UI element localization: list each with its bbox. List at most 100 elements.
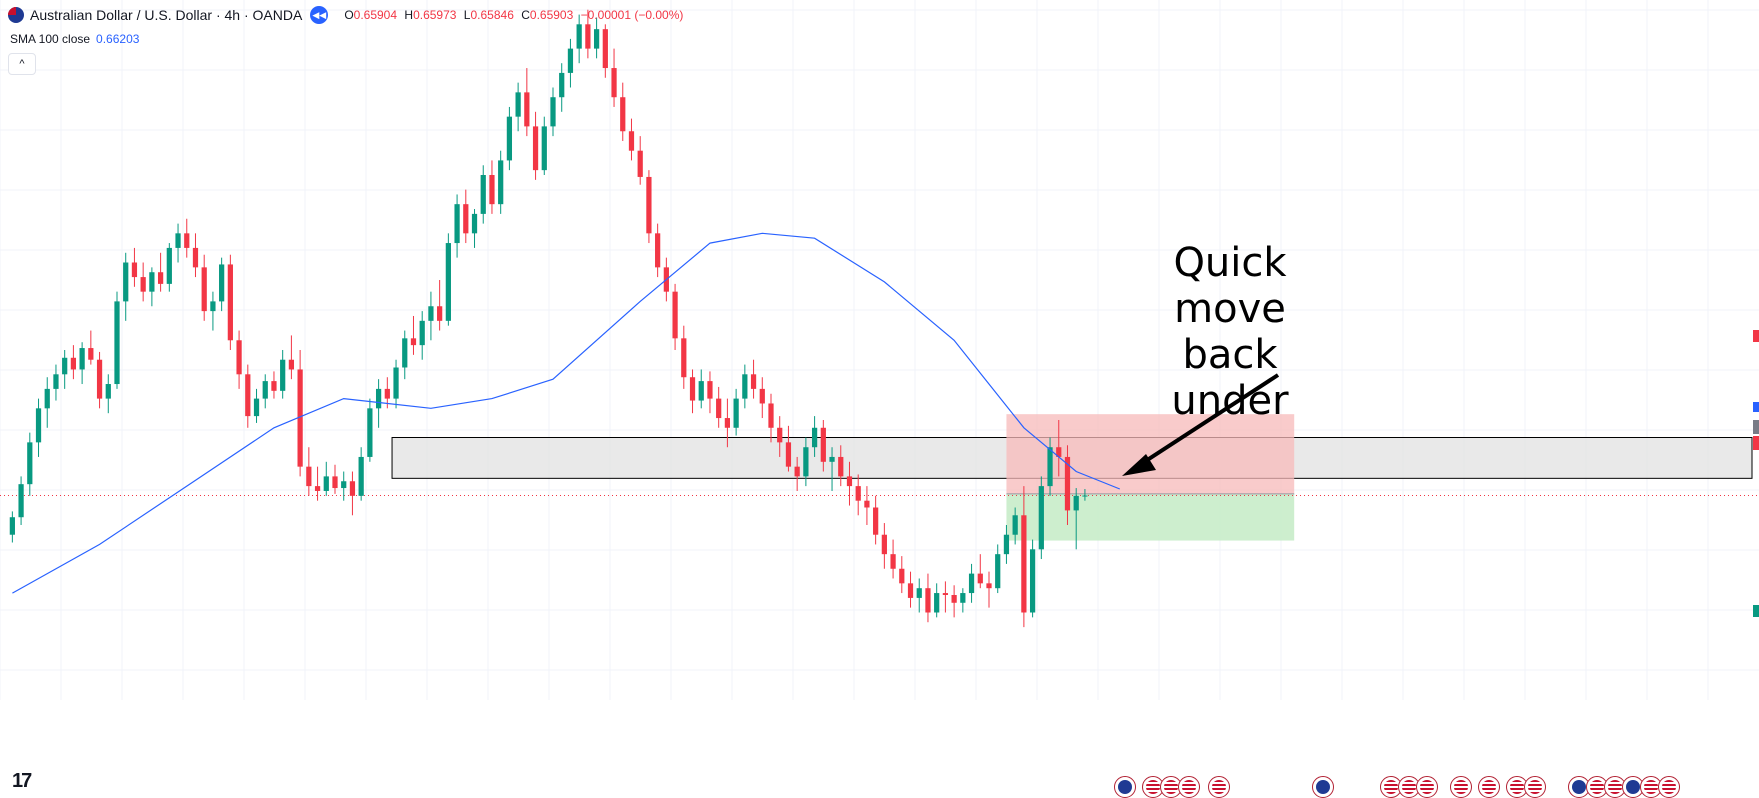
annotation-line-2: back under: [1171, 332, 1289, 424]
candle-body: [123, 262, 129, 302]
candle-body: [288, 359, 295, 370]
indicator-value: 0.66203: [96, 32, 140, 46]
tradingview-logo-icon[interactable]: 17: [12, 770, 32, 792]
candle-body: [559, 72, 565, 98]
candle-body: [532, 126, 539, 171]
take-profit-zone: [1006, 493, 1295, 541]
economic-event-flag-icon[interactable]: [1160, 776, 1182, 798]
collapse-legend-button[interactable]: ^: [8, 53, 36, 75]
chevron-up-icon: ^: [19, 58, 25, 70]
candle-body: [968, 573, 975, 594]
candle-body: [907, 583, 914, 598]
candle-body: [646, 176, 652, 234]
candle-body: [794, 466, 800, 477]
candle-body: [873, 507, 879, 535]
candle-body: [1064, 456, 1071, 511]
candle-body: [1073, 495, 1079, 511]
replay-icon[interactable]: ◀◀: [310, 6, 329, 24]
candle-body: [550, 97, 556, 127]
candle-body: [35, 408, 42, 443]
candle-body: [131, 262, 138, 278]
economic-event-flag-icon[interactable]: [1114, 776, 1136, 798]
economic-event-flag-icon[interactable]: [1658, 776, 1680, 798]
economic-event-flag-icon[interactable]: [1208, 776, 1230, 798]
candle-body: [253, 398, 260, 417]
candle-body: [1056, 447, 1062, 457]
annotation-line-1: Quick move: [1173, 240, 1287, 332]
candle-body: [271, 381, 277, 391]
chart-grid: [0, 0, 1759, 700]
candle-body: [541, 126, 547, 171]
candle-body: [777, 427, 783, 443]
candle-body: [323, 476, 329, 491]
candle-body: [157, 272, 164, 284]
candle-body: [498, 160, 504, 205]
candle-body: [192, 247, 199, 268]
candle-body: [846, 476, 853, 487]
candle-body: [951, 595, 957, 603]
candle-body: [471, 213, 478, 234]
candle-body: [358, 456, 364, 496]
symbol-legend: Australian Dollar / U.S. Dollar · 4h · O…: [8, 6, 683, 24]
candle-body: [960, 593, 966, 603]
candle-body: [655, 233, 661, 268]
candle-body: [166, 247, 172, 284]
economic-event-flag-icon[interactable]: [1640, 776, 1662, 798]
candle-body: [855, 486, 861, 501]
candle-body: [803, 447, 809, 477]
candle-body: [567, 48, 574, 73]
annotation-arrow-line: [1133, 373, 1280, 470]
candle-body: [140, 277, 146, 292]
candle-body: [995, 554, 1001, 589]
economic-event-flag-icon[interactable]: [1568, 776, 1590, 798]
candle-body: [899, 568, 905, 584]
indicator-label: SMA 100 close: [10, 32, 91, 46]
economic-event-flag-icon[interactable]: [1178, 776, 1200, 798]
candle-body: [515, 92, 521, 117]
candle-body: [9, 517, 15, 535]
candle-body: [184, 233, 190, 248]
candle-body: [44, 388, 50, 409]
economic-event-flag-icon[interactable]: [1416, 776, 1438, 798]
candle-body: [236, 340, 242, 375]
candle-body: [759, 388, 765, 404]
candle-body: [628, 131, 635, 151]
candle-body: [367, 408, 373, 457]
candlestick-series: [9, 9, 1088, 628]
candle-body: [524, 92, 530, 127]
candle-body: [864, 500, 870, 508]
candle-body: [820, 427, 826, 462]
indicator-legend[interactable]: SMA 100 close 0.66203: [10, 32, 139, 46]
price-edge-marker-red-2: [1753, 436, 1759, 450]
candle-body: [314, 486, 321, 491]
price-edge-marker-green: [1753, 605, 1759, 617]
economic-event-flag-icon[interactable]: [1312, 776, 1334, 798]
candle-body: [79, 348, 85, 370]
economic-event-flag-icon[interactable]: [1524, 776, 1546, 798]
candle-body: [1047, 447, 1053, 487]
economic-event-flag-icon[interactable]: [1380, 776, 1402, 798]
candle-body: [585, 24, 591, 49]
candle-body: [1029, 549, 1036, 613]
candle-body: [53, 374, 59, 389]
candle-body: [297, 369, 303, 467]
economic-event-flag-icon[interactable]: [1586, 776, 1608, 798]
candle-body: [934, 593, 940, 613]
candle-body: [88, 348, 94, 360]
candle-body: [280, 359, 286, 391]
candle-body: [96, 359, 103, 399]
candle-body: [245, 374, 251, 417]
candle-body: [707, 381, 713, 399]
candle-body: [341, 481, 347, 489]
candle-body: [149, 272, 155, 292]
candle-body: [620, 97, 626, 132]
candle-body: [384, 388, 390, 399]
candle-body: [445, 243, 451, 321]
candle-body: [785, 442, 792, 467]
economic-event-flag-icon[interactable]: [1478, 776, 1500, 798]
candle-body: [410, 338, 417, 346]
candle-body: [698, 381, 704, 401]
candle-body: [811, 427, 818, 448]
economic-event-flag-icon[interactable]: [1450, 776, 1472, 798]
